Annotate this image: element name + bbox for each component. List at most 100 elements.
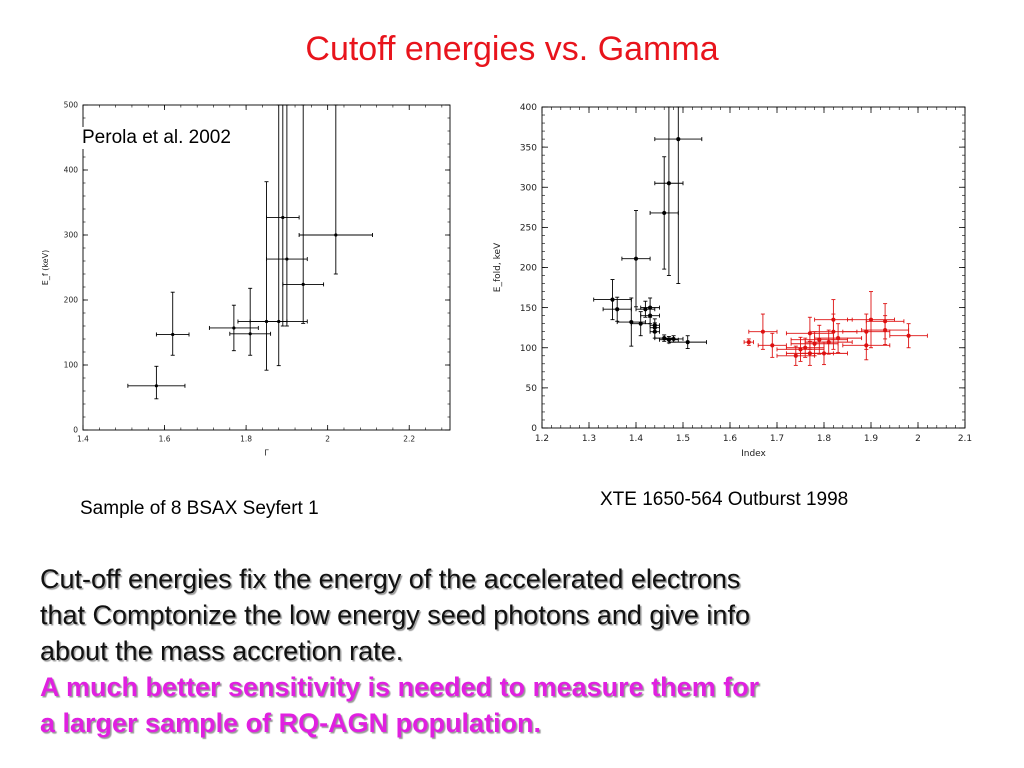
data-point: [668, 335, 707, 350]
data-point: [649, 322, 660, 333]
data-point: [800, 341, 848, 366]
data-marker: [281, 215, 285, 220]
x-tick-label: 1.2: [535, 434, 549, 444]
data-point: [298, 104, 373, 275]
data-marker: [633, 256, 639, 261]
plot-frame: [82, 104, 451, 431]
x-tick-label: 2.2: [403, 435, 415, 444]
body-line: Cut-off energies fix the energy of the a…: [40, 564, 741, 594]
caption-left: Sample of 8 BSAX Seyfert 1: [80, 498, 319, 519]
x-tick-label: 1.6: [159, 435, 171, 444]
data-point: [889, 323, 928, 349]
x-tick-label: 1.7: [770, 434, 784, 444]
data-marker: [831, 317, 836, 322]
data-point: [635, 300, 656, 318]
data-marker: [615, 307, 620, 312]
data-point: [593, 279, 632, 321]
x-tick-label: 1.4: [629, 434, 644, 444]
data-marker: [171, 332, 175, 337]
x-tick-label: 2: [915, 434, 921, 444]
chart-left-svg: 1.4 1.6 1.8 2 2.2 0 100 200 300 400 500 Γ E_f (keV): [41, 101, 451, 458]
y-tick-label: 0: [531, 424, 537, 434]
x-tick-label: 1.8: [817, 434, 832, 444]
data-marker: [685, 340, 690, 345]
data-marker: [864, 329, 869, 334]
data-marker: [662, 210, 667, 216]
plot-frame: [541, 106, 966, 429]
x-tick-label: 1.4: [77, 435, 89, 444]
data-marker: [798, 347, 803, 352]
y-tick-label: 150: [520, 304, 537, 314]
chart-right-svg: 1.2 1.3 1.4 1.5 1.6 1.7 1.8 1.9 2 2.1 0 50 100 150 200…: [493, 103, 972, 459]
data-point: [654, 106, 684, 276]
data-marker: [906, 333, 911, 338]
data-point: [266, 104, 308, 327]
body-text: Cut-off energies fix the energy of the a…: [40, 561, 1000, 741]
data-marker: [643, 307, 648, 312]
data-point: [649, 156, 679, 270]
data-marker: [277, 319, 281, 324]
data-point: [790, 331, 839, 357]
data-point: [155, 291, 190, 356]
data-marker: [154, 384, 158, 388]
data-marker: [770, 343, 775, 348]
data-marker: [666, 181, 671, 186]
data-point: [208, 304, 259, 352]
y-tick-label: 300: [64, 231, 79, 240]
data-marker: [793, 353, 798, 358]
emphasis-line: a larger sample of RQ-AGN population.: [40, 708, 542, 738]
chart-left-annotation: Perola et al. 2002: [82, 127, 231, 149]
y-tick-label: 250: [520, 224, 537, 234]
data-marker: [883, 327, 888, 333]
data-point: [748, 313, 778, 350]
y-tick-label: 100: [64, 361, 79, 370]
data-marker: [648, 313, 653, 318]
data-point: [861, 315, 910, 345]
body-line: that Comptonize the low energy seed phot…: [40, 600, 750, 630]
chart-perola-2002: 1.4 1.6 1.8 2 2.2 0 100 200 300 400 500 Γ E_f (keV): [30, 95, 460, 460]
x-tick-label: 1.9: [864, 434, 879, 444]
data-point: [237, 181, 288, 371]
y-tick-label: 400: [64, 166, 79, 175]
data-point: [776, 336, 825, 362]
data-marker: [232, 326, 236, 330]
data-marker: [746, 340, 751, 345]
x-axis-label: Γ: [264, 449, 269, 458]
data-marker: [836, 336, 841, 341]
data-marker: [334, 233, 338, 237]
data-point: [282, 104, 325, 324]
data-marker: [285, 257, 289, 261]
data-point: [654, 106, 703, 285]
data-point: [804, 329, 853, 355]
y-tick-label: 350: [520, 143, 537, 153]
body-line: about the mass accretion rate.: [40, 636, 404, 666]
data-marker: [676, 137, 681, 142]
y-tick-label: 100: [520, 344, 537, 354]
y-tick-label: 50: [526, 384, 538, 394]
slide-title: Cutoff energies vs. Gamma: [305, 30, 719, 68]
x-tick-label: 1.3: [582, 434, 596, 444]
y-tick-label: 400: [520, 103, 537, 113]
data-marker: [821, 351, 827, 356]
chart-xte-1650-564: 1.2 1.3 1.4 1.5 1.6 1.7 1.8 1.9 2 2.1 0 50 100 150 200…: [480, 95, 985, 460]
y-axis-label: E_fold, keV: [493, 242, 503, 292]
y-tick-label: 300: [520, 183, 537, 193]
data-point: [814, 299, 853, 341]
data-marker: [301, 282, 305, 286]
data-marker: [610, 297, 615, 302]
data-point: [757, 332, 787, 358]
y-axis-label: E_f (keV): [41, 250, 50, 285]
emphasis-line: A much better sensitivity is needed to m…: [40, 672, 760, 702]
data-point: [847, 291, 895, 349]
data-point: [266, 104, 300, 327]
y-tick-label: 500: [64, 101, 79, 110]
data-marker: [638, 321, 643, 326]
data-marker: [671, 336, 676, 342]
data-marker: [248, 332, 252, 336]
x-tick-label: 2: [325, 435, 330, 444]
data-marker: [803, 345, 808, 350]
y-tick-label: 200: [520, 264, 537, 274]
data-marker: [817, 337, 822, 342]
x-axis-label: Index: [741, 449, 766, 459]
x-tick-label: 1.6: [723, 434, 738, 444]
